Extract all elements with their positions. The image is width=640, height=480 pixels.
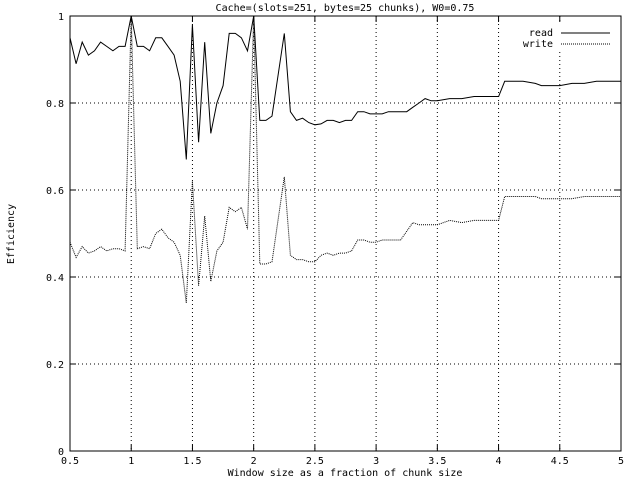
- y-tick-label: 1: [58, 12, 64, 23]
- chart-title: Cache=(slots=251, bytes=25 chunks), W0=0…: [216, 3, 475, 14]
- x-tick-label: 5: [618, 456, 624, 467]
- x-tick-label: 1.5: [183, 456, 201, 467]
- legend-label-read: read: [529, 28, 553, 39]
- y-tick-label: 0.2: [46, 360, 64, 371]
- x-tick-label: 2.5: [306, 456, 324, 467]
- x-tick-label: 4: [496, 456, 502, 467]
- x-axis-label: Window size as a fraction of chunk size: [228, 468, 463, 479]
- x-tick-label: 3: [373, 456, 379, 467]
- series-line-read: [69, 15, 621, 160]
- y-tick-label: 0.6: [46, 186, 64, 197]
- x-tick-label: 2: [251, 456, 257, 467]
- y-axis-label: Efficiency: [6, 204, 17, 264]
- plot-frame: [69, 15, 622, 452]
- x-tick-label: 3.5: [428, 456, 446, 467]
- y-tick-label: 0: [58, 447, 64, 458]
- legend: read write: [523, 24, 616, 50]
- legend-label-write: write: [523, 39, 553, 50]
- y-tick-label: 0.8: [46, 99, 64, 110]
- series-group: [69, 15, 621, 304]
- grid: [70, 16, 621, 451]
- x-tick-label: 0.5: [61, 456, 79, 467]
- x-tick-label: 1: [128, 456, 134, 467]
- x-tick-label: 4.5: [551, 456, 569, 467]
- ticks: 0.5 1 1.5 2 2.5 3 3.5 4 4.5 5 0 0.2 0.4 0.6 0.8 1: [46, 12, 624, 467]
- series-line-write: [69, 15, 621, 304]
- y-tick-label: 0.4: [46, 273, 64, 284]
